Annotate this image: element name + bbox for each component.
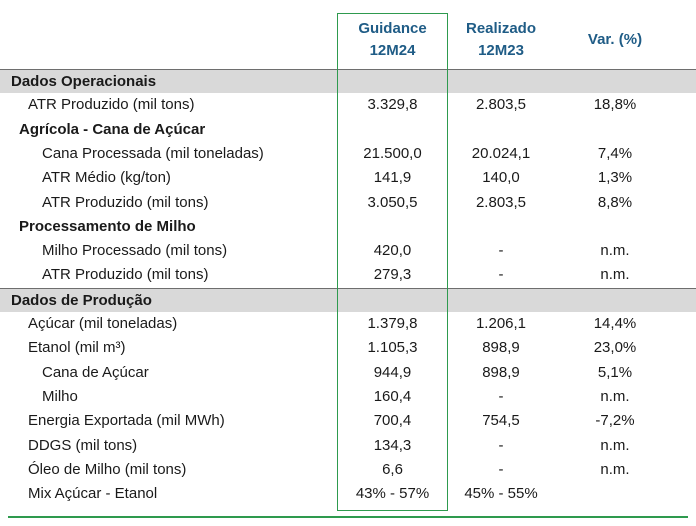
guidance-value: 43% - 57% (355, 485, 430, 503)
var-value: -7,2% (595, 412, 635, 430)
realizado-value: - (498, 266, 504, 284)
table-row: Cana Processada (mil toneladas) 21.500,0 2… (0, 142, 696, 166)
guidance-value: 141,9 (373, 169, 412, 187)
guidance-value: 134,3 (373, 436, 412, 454)
guidance-header: Guidance 12M24 (337, 18, 448, 62)
guidance-header-line2: 12M24 (369, 42, 416, 59)
guidance-value: 21.500,0 (363, 144, 422, 162)
row-label: DDGS (mil tons) (28, 436, 138, 454)
realizado-value: 2.803,5 (475, 193, 527, 211)
table-row: Açúcar (mil toneladas) 1.379,8 1.206,1 14,4… (0, 312, 696, 336)
realizado-value: 140,0 (482, 169, 520, 187)
table-row: ATR Produzido (mil tons) 3.329,8 2.803,5 18… (0, 93, 696, 117)
var-value: 5,1% (597, 363, 633, 381)
row-label: Milho (42, 387, 78, 405)
var-value: 18,8% (593, 96, 637, 114)
section-header-row: Dados de Produção (0, 287, 696, 312)
table-row: Cana de Açúcar 944,9 898,9 5,1% (0, 361, 696, 385)
row-label: Milho Processado (mil tons) (42, 242, 228, 260)
var-value: 23,0% (593, 339, 637, 357)
var-value: 7,4% (597, 144, 633, 162)
table-row: ATR Produzido (mil tons) 279,3 - n.m. (0, 263, 696, 287)
guidance-value: 700,4 (373, 412, 412, 430)
row-label: Energia Exportada (mil MWh) (28, 412, 225, 430)
table-row: ATR Produzido (mil tons) 3.050,5 2.803,5 8,… (0, 191, 696, 215)
var-value: n.m. (600, 436, 630, 454)
row-label: ATR Produzido (mil tons) (28, 96, 195, 114)
table-bottom-rule (8, 516, 688, 518)
realizado-value: 898,9 (482, 363, 520, 381)
realizado-value: 1.206,1 (475, 315, 527, 332)
var-value: n.m. (600, 460, 630, 478)
table-row: Etanol (mil m³) 1.105,3 898,9 23,0% (0, 336, 696, 360)
realizado-value: - (498, 387, 504, 405)
var-header: Var. (%) (560, 29, 670, 51)
table-row: Milho 160,4 - n.m. (0, 385, 696, 409)
section-header-row: Agrícola - Cana de Açúcar (0, 118, 696, 142)
realizado-value: 754,5 (482, 412, 520, 430)
realizado-value: - (498, 436, 504, 454)
guidance-value: 3.329,8 (367, 96, 418, 114)
row-label: ATR Médio (kg/ton) (42, 169, 171, 187)
guidance-value: 1.379,8 (367, 315, 418, 332)
realizado-header-line2: 12M23 (478, 42, 524, 59)
table-row: ATR Médio (kg/ton) 141,9 140,0 1,3% (0, 166, 696, 190)
var-value: n.m. (600, 242, 630, 260)
guidance-header-line1: Guidance (358, 20, 427, 37)
row-label: Dados Operacionais (11, 73, 157, 90)
section-header-row: Dados Operacionais (0, 69, 696, 93)
row-label: Açúcar (mil toneladas) (28, 315, 178, 332)
guidance-value: 160,4 (373, 387, 412, 405)
realizado-value: 45% - 55% (464, 485, 538, 503)
var-value: n.m. (600, 266, 630, 284)
guidance-value: 420,0 (373, 242, 412, 260)
row-label: Dados de Produção (11, 291, 152, 309)
row-label: Óleo de Milho (mil tons) (28, 460, 187, 478)
var-value: 8,8% (597, 193, 633, 211)
realizado-value: 898,9 (482, 339, 520, 357)
row-label: Cana Processada (mil toneladas) (42, 144, 264, 162)
var-value: n.m. (600, 387, 630, 405)
var-value: 14,4% (593, 315, 637, 332)
table-row: Energia Exportada (mil MWh) 700,4 754,5 -7,… (0, 409, 696, 433)
guidance-value: 279,3 (373, 266, 412, 284)
realizado-value: - (498, 242, 504, 260)
section-header-row: Processamento de Milho (0, 215, 696, 239)
guidance-value: 3.050,5 (367, 193, 418, 211)
row-label: Processamento de Milho (19, 217, 196, 235)
realizado-header: Realizado 12M23 (448, 18, 554, 62)
table-row: Mix Açúcar - Etanol 43% - 57% 45% - 55% (0, 482, 696, 506)
table-row: Milho Processado (mil tons) 420,0 - n.m. (0, 239, 696, 263)
table-row: DDGS (mil tons) 134,3 - n.m. (0, 434, 696, 458)
guidance-value: 944,9 (373, 363, 412, 381)
guidance-value: 1.105,3 (367, 339, 418, 357)
realizado-value: 20.024,1 (471, 144, 531, 162)
row-label: ATR Produzido (mil tons) (42, 193, 209, 211)
row-label: Etanol (mil m³) (28, 339, 126, 357)
realizado-value: - (498, 460, 504, 478)
guidance-value: 6,6 (382, 460, 403, 478)
row-label: Cana de Açúcar (42, 363, 149, 381)
var-header-label: Var. (%) (587, 31, 643, 48)
realizado-value: 2.803,5 (475, 96, 527, 114)
var-value: 1,3% (597, 169, 633, 187)
row-label: Mix Açúcar - Etanol (28, 485, 158, 503)
table-row: Óleo de Milho (mil tons) 6,6 - n.m. (0, 458, 696, 482)
row-label: ATR Produzido (mil tons) (42, 266, 209, 284)
realizado-header-line1: Realizado (465, 20, 537, 37)
row-label: Agrícola - Cana de Açúcar (19, 120, 206, 138)
